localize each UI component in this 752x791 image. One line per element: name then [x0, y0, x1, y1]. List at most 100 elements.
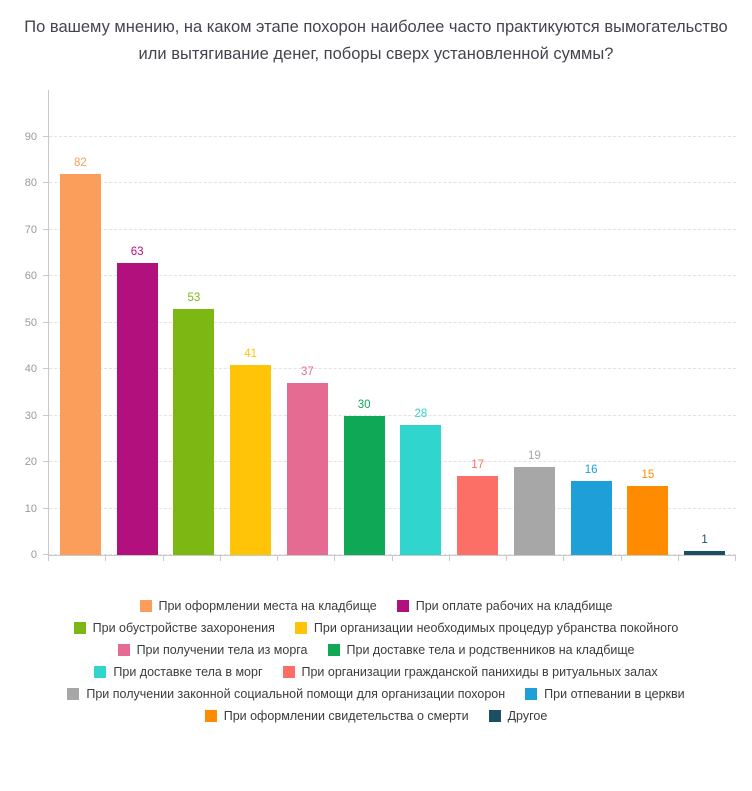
x-axis-tick [105, 556, 162, 562]
legend-item[interactable]: При оплате рабочих на кладбище [396, 597, 613, 615]
chart-title: По вашему мнению, на каком этапе похорон… [24, 18, 728, 64]
y-axis-tick-label: 70 [24, 223, 37, 236]
legend-swatch-icon [294, 622, 307, 635]
legend-item[interactable]: При оформлении места на кладбище [139, 597, 377, 615]
bar-slot: 16 [563, 90, 620, 556]
x-axis-tick [677, 556, 735, 562]
bar-slot: 19 [506, 90, 563, 556]
legend-label: При доставке тела и родственников на кла… [346, 643, 635, 658]
bar-slot: 82 [52, 90, 109, 556]
legend-item[interactable]: При получении законной социальной помощи… [67, 685, 505, 703]
legend-item[interactable]: При организации гражданской панихиды в р… [282, 663, 658, 681]
y-axis-tick-label: 50 [24, 316, 37, 329]
bar-value-label: 1 [701, 533, 708, 546]
legend-swatch-icon [396, 600, 409, 613]
bar-slot: 53 [166, 90, 223, 556]
legend: При оформлении места на кладбище При опла… [0, 597, 752, 725]
legend-row: При получении законной социальной помощи… [67, 685, 685, 703]
bar[interactable] [627, 485, 669, 556]
bar-value-label: 63 [130, 245, 144, 258]
x-axis-tick [48, 556, 105, 562]
legend-item[interactable]: При доставке тела в морг [94, 663, 263, 681]
legend-label: Другое [507, 709, 548, 724]
legend-item[interactable]: При организации необходимых процедур убр… [294, 619, 679, 637]
legend-row: При оформлении места на кладбище При опла… [139, 597, 613, 615]
legend-row: При получении тела из морга При доставке … [117, 641, 635, 659]
x-axis-tick [162, 556, 220, 562]
legend-swatch-icon [139, 600, 152, 613]
gridline: 50 [25, 317, 736, 329]
legend-row: При доставке тела в морг При организации … [94, 663, 658, 681]
legend-row: При оформлении свидетельства о смерти Дру… [204, 707, 548, 725]
legend-swatch-icon [327, 644, 340, 657]
bar-slot: 37 [279, 90, 336, 556]
y-axis-tick-label: 0 [30, 549, 37, 562]
legend-label: При оплате рабочих на кладбище [415, 599, 613, 614]
bar[interactable] [286, 383, 328, 556]
x-axis-tick [620, 556, 678, 562]
bar[interactable] [570, 481, 612, 556]
bar-value-label: 19 [527, 450, 541, 463]
legend-label: При получении законной социальной помощи… [86, 687, 506, 702]
bar[interactable] [230, 364, 272, 556]
legend-label: При оформлении места на кладбище [158, 599, 377, 614]
y-axis-tick-label: 20 [24, 456, 37, 469]
x-axis-tick [277, 556, 334, 562]
gridline: 80 [25, 177, 736, 189]
legend-label: При доставке тела в морг [113, 665, 263, 680]
legend-item[interactable]: При оформлении свидетельства о смерти [204, 707, 469, 725]
legend-row: При обустройстве захоронения При организа… [73, 619, 679, 637]
gridline: 70 [25, 224, 736, 236]
legend-item[interactable]: Другое [488, 707, 548, 725]
gridline: 90 [25, 131, 736, 143]
legend-swatch-icon [488, 710, 501, 723]
bar-value-label: 28 [414, 408, 428, 421]
bar-value-label: 30 [357, 398, 371, 411]
bar-slot: 63 [109, 90, 166, 556]
legend-label: При обустройстве захоронения [92, 621, 275, 636]
legend-label: При оформлении свидетельства о смерти [223, 709, 469, 724]
gridline: 30 [25, 410, 736, 422]
bar[interactable] [400, 425, 442, 556]
bar-value-label: 17 [471, 459, 485, 472]
x-axis-tick [563, 556, 620, 562]
bar[interactable] [59, 174, 101, 556]
x-axis-tick [506, 556, 563, 562]
x-axis-ticks [48, 556, 736, 562]
legend-item[interactable]: При отпевании в церкви [525, 685, 685, 703]
legend-item[interactable]: При получении тела из морга [117, 641, 308, 659]
legend-label: При организации необходимых процедур убр… [313, 621, 679, 636]
bar-slot: 15 [620, 90, 677, 556]
bar-value-label: 16 [584, 464, 598, 477]
y-axis-tick-label: 80 [24, 177, 37, 190]
legend-item[interactable]: При доставке тела и родственников на кла… [327, 641, 635, 659]
legend-swatch-icon [94, 666, 107, 679]
y-axis-tick-label: 60 [24, 270, 37, 283]
bar-value-label: 37 [300, 366, 314, 379]
bar[interactable] [116, 262, 158, 556]
legend-label: При организации гражданской панихиды в р… [301, 665, 658, 680]
bar[interactable] [457, 476, 499, 556]
bar[interactable] [684, 550, 726, 556]
legend-swatch-icon [67, 688, 80, 701]
legend-item[interactable]: При обустройстве захоронения [73, 619, 275, 637]
legend-swatch-icon [525, 688, 538, 701]
bar-slot: 1 [676, 90, 733, 556]
legend-swatch-icon [282, 666, 295, 679]
legend-label: При получении тела из морга [136, 643, 308, 658]
gridline: 20 [25, 456, 736, 468]
bars: 82 63 53 41 37 30 28 17 19 16 15 1 [49, 90, 736, 556]
legend-label: При отпевании в церкви [544, 687, 685, 702]
y-axis-tick-label: 30 [24, 409, 37, 422]
bar[interactable] [343, 415, 385, 556]
legend-swatch-icon [73, 622, 86, 635]
bar-slot: 17 [449, 90, 506, 556]
y-axis-tick-label: 10 [24, 502, 37, 515]
y-axis-tick-label: 90 [24, 130, 37, 143]
bar-value-label: 41 [244, 347, 258, 360]
bar[interactable] [173, 309, 215, 556]
bar[interactable] [513, 467, 555, 556]
x-axis-tick [219, 556, 277, 562]
gridline: 10 [25, 503, 736, 515]
